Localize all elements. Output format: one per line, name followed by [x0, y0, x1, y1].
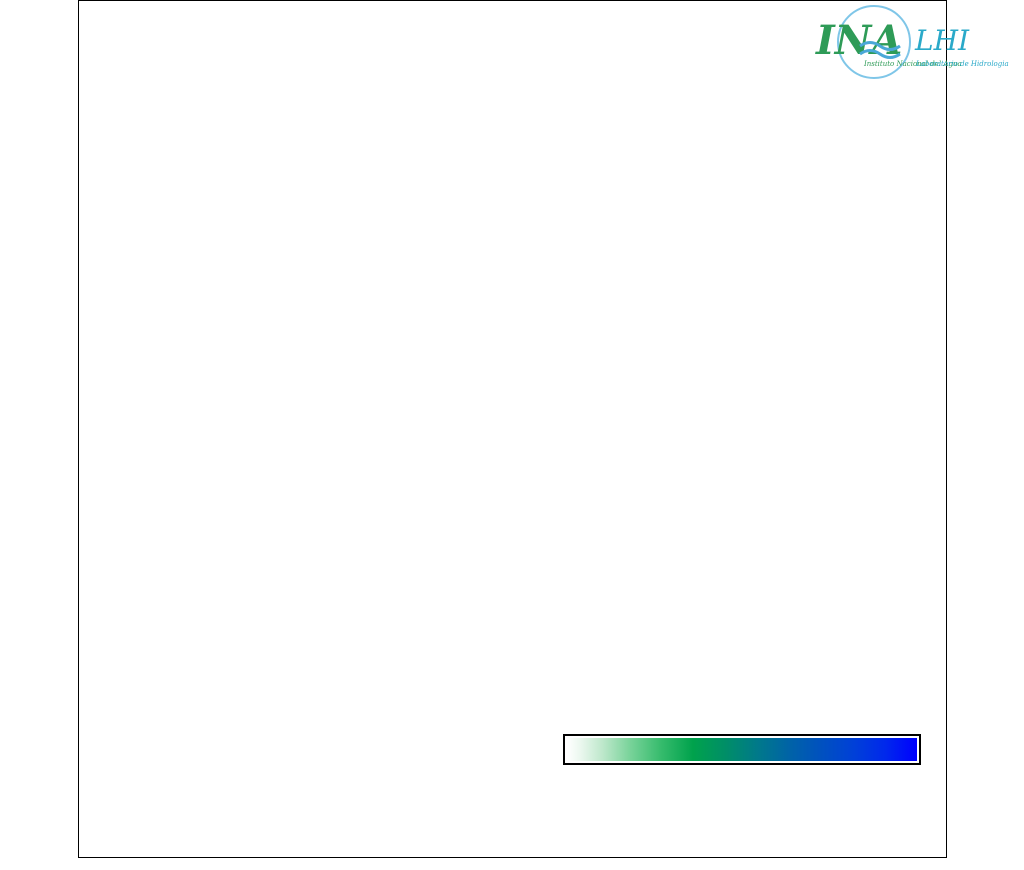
map-vector-overlay: [78, 0, 947, 858]
precipitation-map[interactable]: [78, 0, 947, 858]
colorbar-gradient: [567, 738, 917, 761]
lhi-subtitle: Laboratorio de Hidrologia: [915, 60, 1009, 68]
map-title-block: [84, 2, 130, 194]
ina-lhi-logo: INA Instituto Nacional del Agua LHI Labo…: [815, 5, 1009, 79]
colorbar: [563, 734, 921, 765]
ina-subtitle: Instituto Nacional del Agua: [863, 60, 962, 68]
lhi-logo-mark: LHI Laboratorio de Hidrologia: [914, 24, 1009, 68]
precipitation-raster: [78, 0, 947, 858]
ina-logo-mark: INA Instituto Nacional del Agua: [815, 5, 962, 79]
lhi-wordmark: LHI: [914, 24, 970, 57]
